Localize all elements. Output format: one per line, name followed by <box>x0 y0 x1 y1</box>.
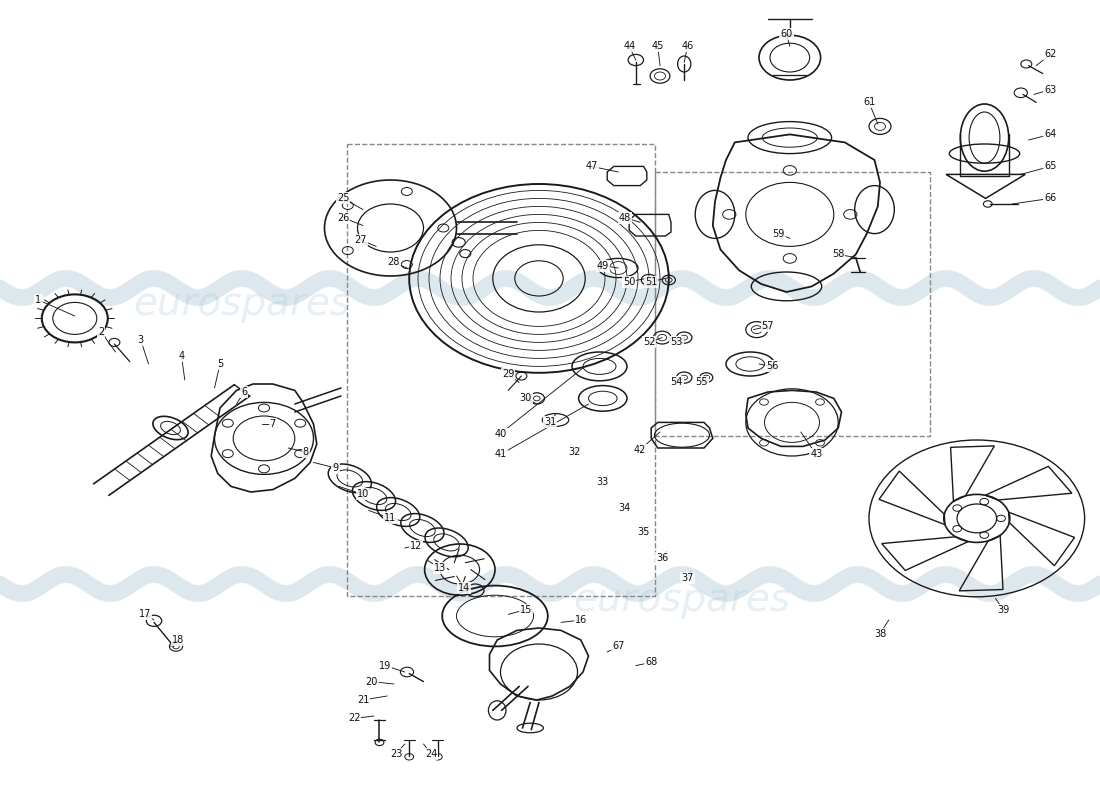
Text: 48: 48 <box>618 213 631 222</box>
Text: 62: 62 <box>1044 50 1057 59</box>
Text: 5: 5 <box>217 359 223 369</box>
Text: 59: 59 <box>772 229 785 238</box>
Text: 42: 42 <box>634 445 647 454</box>
Text: 19: 19 <box>378 661 392 670</box>
Text: 9: 9 <box>332 463 339 473</box>
Text: eurospares: eurospares <box>133 285 351 323</box>
Text: 47: 47 <box>585 162 598 171</box>
Text: 43: 43 <box>810 450 823 459</box>
Text: 15: 15 <box>519 605 532 614</box>
Text: 7: 7 <box>270 419 276 429</box>
Text: 20: 20 <box>365 677 378 686</box>
Text: 2: 2 <box>98 327 104 337</box>
Text: 53: 53 <box>670 338 683 347</box>
Text: 37: 37 <box>681 573 694 582</box>
Text: 49: 49 <box>596 261 609 270</box>
Text: 25: 25 <box>337 194 350 203</box>
Text: 40: 40 <box>494 429 507 438</box>
Text: 4: 4 <box>178 351 185 361</box>
Text: eurospares: eurospares <box>573 581 791 619</box>
Text: 63: 63 <box>1044 85 1057 94</box>
Text: 41: 41 <box>494 450 507 459</box>
Text: 8: 8 <box>302 447 309 457</box>
Text: 44: 44 <box>623 42 636 51</box>
Text: 35: 35 <box>637 527 650 537</box>
Text: 26: 26 <box>337 213 350 222</box>
Text: 18: 18 <box>172 635 185 645</box>
Text: 23: 23 <box>389 749 403 758</box>
Text: 50: 50 <box>623 277 636 286</box>
Text: 24: 24 <box>425 749 438 758</box>
Text: 21: 21 <box>356 695 370 705</box>
Text: 66: 66 <box>1044 194 1057 203</box>
Text: 6: 6 <box>241 387 248 397</box>
Text: 45: 45 <box>651 42 664 51</box>
Text: 10: 10 <box>356 490 370 499</box>
Text: 28: 28 <box>387 258 400 267</box>
Text: 57: 57 <box>761 322 774 331</box>
Text: 34: 34 <box>618 503 631 513</box>
Text: 11: 11 <box>384 514 397 523</box>
Text: 17: 17 <box>139 610 152 619</box>
Text: 54: 54 <box>670 378 683 387</box>
Text: 55: 55 <box>695 378 708 387</box>
Text: 61: 61 <box>862 98 876 107</box>
Text: 36: 36 <box>656 554 669 563</box>
Text: 51: 51 <box>645 277 658 286</box>
Text: 46: 46 <box>681 42 694 51</box>
Text: 12: 12 <box>409 541 422 550</box>
Text: 38: 38 <box>873 629 887 638</box>
Text: 1: 1 <box>35 295 42 305</box>
Text: 31: 31 <box>543 418 557 427</box>
Text: 22: 22 <box>348 714 361 723</box>
Text: 56: 56 <box>766 362 779 371</box>
Text: 14: 14 <box>458 583 471 593</box>
Text: 58: 58 <box>832 250 845 259</box>
Text: 39: 39 <box>997 605 1010 614</box>
Text: 33: 33 <box>596 477 609 486</box>
Text: 29: 29 <box>502 370 515 379</box>
Text: 27: 27 <box>354 235 367 245</box>
Text: 64: 64 <box>1044 130 1057 139</box>
Text: 3: 3 <box>138 335 144 345</box>
Text: 16: 16 <box>574 615 587 625</box>
Text: 13: 13 <box>433 563 447 573</box>
Text: 60: 60 <box>780 29 793 38</box>
Text: 32: 32 <box>568 447 581 457</box>
Text: 68: 68 <box>645 658 658 667</box>
Text: 65: 65 <box>1044 162 1057 171</box>
Text: 30: 30 <box>519 394 532 403</box>
Text: 67: 67 <box>612 642 625 651</box>
Text: 52: 52 <box>642 338 656 347</box>
